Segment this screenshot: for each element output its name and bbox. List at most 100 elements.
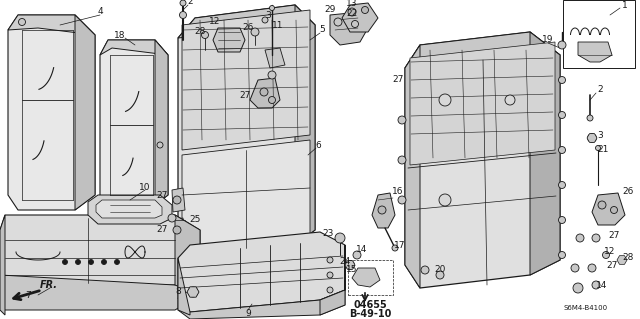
Text: 2: 2 [187, 0, 193, 6]
Circle shape [576, 234, 584, 242]
Text: 5: 5 [319, 26, 325, 34]
Circle shape [602, 251, 609, 258]
Text: 3: 3 [597, 130, 603, 139]
Polygon shape [172, 218, 185, 242]
Circle shape [598, 201, 606, 209]
Text: B-49-10: B-49-10 [349, 309, 391, 319]
Polygon shape [578, 42, 612, 62]
Text: 04655: 04655 [353, 300, 387, 310]
Polygon shape [155, 40, 168, 205]
Polygon shape [295, 5, 315, 245]
Text: 27: 27 [392, 76, 404, 85]
Polygon shape [178, 5, 315, 258]
Text: S6M4-B4100: S6M4-B4100 [564, 305, 608, 311]
Circle shape [436, 271, 444, 279]
Polygon shape [178, 232, 345, 312]
Text: 27: 27 [239, 91, 251, 100]
Polygon shape [88, 195, 172, 224]
Polygon shape [100, 40, 168, 205]
Text: 26: 26 [243, 23, 253, 32]
Text: 16: 16 [392, 188, 404, 197]
Circle shape [346, 261, 355, 270]
Text: 28: 28 [622, 254, 634, 263]
Text: 9: 9 [245, 308, 251, 317]
Circle shape [588, 264, 596, 272]
Circle shape [351, 20, 358, 27]
Circle shape [115, 259, 120, 264]
Text: 29: 29 [324, 5, 336, 14]
Circle shape [268, 71, 276, 79]
Polygon shape [342, 3, 378, 32]
Circle shape [188, 287, 198, 297]
Text: 13: 13 [346, 0, 358, 9]
Circle shape [573, 283, 583, 293]
Circle shape [587, 115, 593, 121]
Text: 14: 14 [596, 280, 608, 290]
Polygon shape [592, 193, 625, 225]
Polygon shape [182, 140, 310, 255]
Polygon shape [175, 215, 200, 295]
Circle shape [559, 77, 566, 84]
Circle shape [19, 19, 26, 26]
Circle shape [202, 32, 209, 39]
Text: 2: 2 [597, 85, 603, 94]
Text: 26: 26 [622, 188, 634, 197]
Circle shape [251, 28, 259, 36]
Circle shape [269, 97, 275, 103]
Text: 18: 18 [115, 31, 125, 40]
Circle shape [558, 41, 566, 49]
Polygon shape [530, 32, 560, 275]
Text: 21: 21 [597, 145, 609, 154]
Text: 7: 7 [25, 291, 31, 300]
Circle shape [63, 259, 67, 264]
Circle shape [439, 94, 451, 106]
Circle shape [362, 6, 369, 13]
Polygon shape [405, 45, 420, 288]
Text: 24: 24 [339, 257, 351, 266]
Circle shape [595, 145, 600, 151]
Polygon shape [182, 10, 310, 150]
Polygon shape [250, 78, 280, 108]
Polygon shape [587, 134, 597, 142]
Text: FR.: FR. [40, 280, 58, 290]
Circle shape [262, 17, 268, 23]
Polygon shape [75, 15, 95, 210]
Text: 27: 27 [156, 226, 168, 234]
Polygon shape [178, 258, 190, 315]
Polygon shape [345, 261, 355, 269]
Text: 11: 11 [272, 20, 284, 29]
Text: 27: 27 [606, 261, 618, 270]
Polygon shape [617, 256, 627, 264]
Circle shape [335, 233, 345, 243]
Polygon shape [0, 275, 200, 310]
Text: 6: 6 [315, 140, 321, 150]
Circle shape [392, 245, 398, 251]
Circle shape [559, 217, 566, 224]
Circle shape [260, 88, 268, 96]
Text: 27: 27 [608, 231, 620, 240]
Circle shape [76, 259, 81, 264]
Bar [348, 260, 393, 295]
Circle shape [180, 0, 186, 6]
Polygon shape [8, 15, 95, 210]
Text: 14: 14 [356, 246, 368, 255]
Polygon shape [410, 42, 555, 165]
Text: 28: 28 [195, 27, 205, 36]
Circle shape [592, 281, 600, 289]
Circle shape [88, 259, 93, 264]
Circle shape [398, 156, 406, 164]
Polygon shape [265, 48, 285, 68]
Text: 4: 4 [97, 8, 103, 17]
Text: 1: 1 [622, 1, 628, 10]
Polygon shape [178, 5, 315, 38]
Circle shape [269, 5, 275, 11]
Circle shape [559, 146, 566, 153]
Circle shape [505, 95, 515, 105]
Text: 3: 3 [265, 11, 271, 19]
Circle shape [439, 194, 451, 206]
Circle shape [102, 259, 106, 264]
Circle shape [378, 206, 386, 214]
Circle shape [157, 142, 163, 148]
Circle shape [168, 214, 176, 222]
Polygon shape [320, 245, 345, 315]
